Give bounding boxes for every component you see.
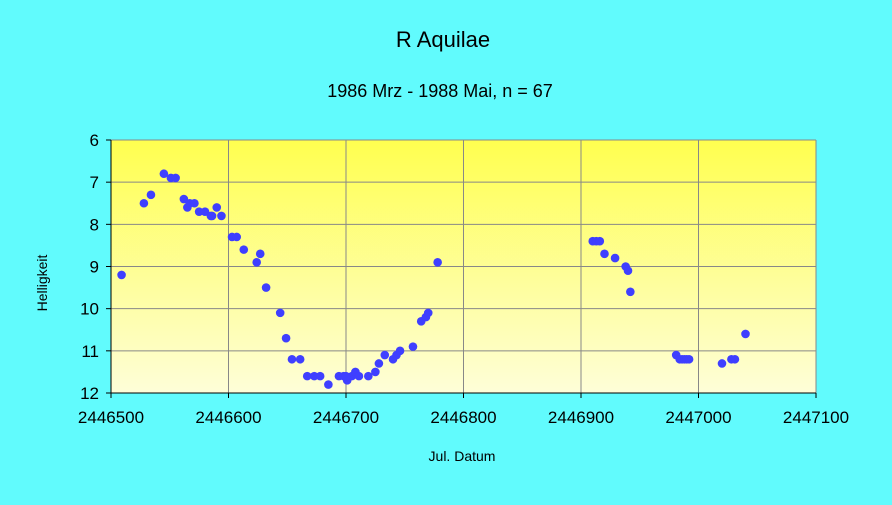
data-point [730, 354, 740, 364]
data-point [190, 198, 199, 208]
data-point [354, 371, 364, 381]
chart-title: R Aquilae [396, 27, 490, 52]
x-tick-label: 2446700 [313, 408, 379, 427]
data-point [717, 359, 727, 368]
x-tick-labels: 2446500 2446600 2446700 2446800 2446900 24470… [78, 408, 849, 427]
y-tick-label: 12 [80, 384, 99, 403]
data-point [217, 211, 226, 221]
data-point [212, 203, 222, 212]
x-tick-label: 2447000 [665, 408, 731, 427]
x-tick-label: 2446500 [78, 408, 144, 427]
x-axis-label: Jul. Datum [429, 448, 496, 464]
data-points [117, 169, 750, 389]
data-point [595, 236, 605, 246]
x-tick-label: 2447100 [783, 408, 849, 427]
data-point [741, 329, 750, 339]
data-point [159, 169, 169, 179]
data-point [117, 270, 126, 280]
data-point [309, 371, 319, 381]
y-tick-label: 11 [81, 342, 99, 361]
x-tick-label: 2446800 [430, 408, 496, 427]
data-point [610, 253, 620, 263]
data-point [261, 283, 271, 292]
data-point [364, 371, 373, 381]
data-point [626, 287, 635, 297]
axes [106, 139, 817, 398]
data-point [423, 308, 433, 318]
y-tick-label: 8 [90, 215, 99, 234]
y-tick-label: 9 [90, 258, 99, 277]
data-point [324, 380, 333, 389]
data-point [275, 308, 285, 318]
data-point [623, 266, 633, 276]
y-tick-label: 7 [90, 173, 99, 192]
data-point [287, 354, 297, 364]
data-point [380, 350, 390, 360]
data-point [315, 371, 325, 381]
x-tick-label: 2446600 [195, 408, 261, 427]
data-point [302, 371, 312, 381]
data-point [433, 257, 442, 267]
data-point [171, 173, 180, 183]
data-point [239, 245, 249, 254]
data-point [408, 342, 418, 351]
data-point [207, 211, 217, 221]
chart-subtitle: 1986 Mrz - 1988 Mai, n = 67 [327, 81, 553, 101]
data-point [684, 354, 694, 364]
data-point [139, 198, 149, 208]
data-point [252, 257, 261, 267]
data-point [295, 354, 305, 364]
data-point [600, 249, 609, 259]
y-axis-label: Helligkeit [34, 254, 50, 311]
data-point [146, 190, 156, 200]
data-point [371, 367, 380, 377]
y-tick-labels: 6 7 8 9 10 11 12 [80, 131, 99, 403]
data-point [232, 232, 242, 242]
data-point [255, 249, 265, 259]
y-tick-label: 10 [80, 300, 99, 319]
data-point [395, 346, 405, 356]
data-point [374, 359, 384, 368]
x-tick-label: 2446900 [548, 408, 614, 427]
data-point [281, 333, 291, 343]
data-point [341, 371, 351, 381]
data-point [194, 207, 204, 216]
y-tick-label: 6 [90, 131, 99, 150]
